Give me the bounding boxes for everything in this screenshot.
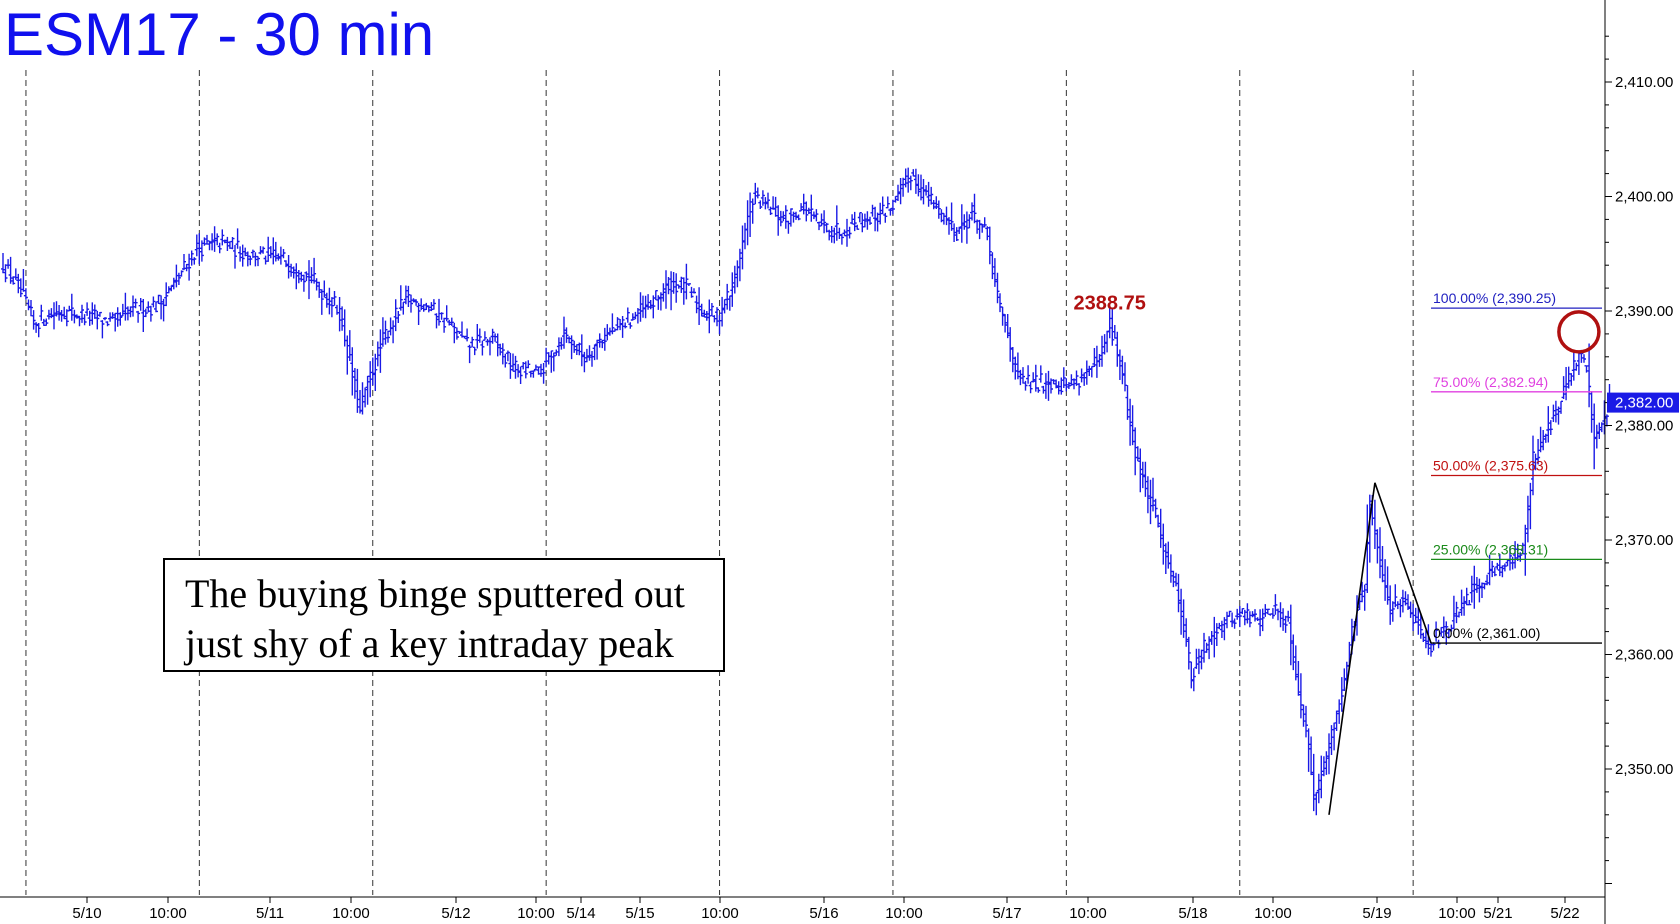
pattern-lines	[1328, 482, 1432, 815]
annotation-line-1: The buying binge sputtered out	[185, 571, 685, 616]
x-tick-label: 5/15	[625, 905, 654, 922]
x-tick-label: 5/21	[1483, 905, 1512, 922]
last-price-label: 2,382.00	[1615, 395, 1673, 412]
x-tick-label: 10:00	[1069, 905, 1107, 922]
fib-label: 100.00% (2,390.25)	[1433, 290, 1556, 306]
fib-label: 0.00% (2,361.00)	[1433, 625, 1540, 641]
y-tick-label: 2,380.00	[1615, 418, 1673, 435]
x-tick-label: 5/18	[1178, 905, 1207, 922]
y-tick-label: 2,350.00	[1615, 761, 1673, 778]
x-tick-label: 10:00	[1254, 905, 1292, 922]
y-axis: 2,350.00 2,360.00 2,370.00 2,380.00 2,390.00…	[1604, 0, 1679, 924]
y-tick-label: 2,360.00	[1615, 647, 1673, 664]
annotation-box: The buying binge sputtered out just shy …	[163, 558, 725, 672]
abc-pattern-line	[1328, 482, 1432, 815]
x-tick-label: 10:00	[701, 905, 739, 922]
last-price-tag	[1607, 392, 1679, 413]
price-bars	[1, 167, 1612, 816]
x-tick-label: 10:00	[332, 905, 370, 922]
x-tick-label: 5/12	[441, 905, 470, 922]
peak-price-label: 2388.75	[1074, 292, 1146, 314]
y-tick-label: 2,400.00	[1615, 189, 1673, 206]
fib-label: 50.00% (2,375.63)	[1433, 458, 1548, 474]
y-tick-label: 2,390.00	[1615, 303, 1673, 320]
chart-title: ESM17 - 30 min	[4, 1, 435, 68]
x-tick-label: 5/19	[1362, 905, 1391, 922]
fib-label: 25.00% (2,368.31)	[1433, 541, 1548, 557]
annotation-line-2: just shy of a key intraday peak	[185, 621, 674, 666]
fibonacci-levels: 100.00% (2,390.25) 75.00% (2,382.94) 50.00…	[1431, 290, 1602, 644]
x-tick-label: 5/14	[566, 905, 595, 922]
x-axis: 5/10 10:00 5/11 10:00 5/12 10:00 5/14 5/15 10:00…	[0, 896, 1605, 922]
chart-markers: 2388.75	[1074, 292, 1601, 354]
x-tick-label: 5/17	[992, 905, 1021, 922]
session-dividers	[25, 70, 1414, 895]
x-tick-label: 5/10	[72, 905, 101, 922]
x-tick-label: 10:00	[149, 905, 187, 922]
y-tick-label: 2,370.00	[1615, 532, 1673, 549]
x-tick-label: 10:00	[885, 905, 923, 922]
x-tick-label: 10:00	[1438, 905, 1476, 922]
x-tick-label: 5/22	[1550, 905, 1579, 922]
y-tick-label: 2,410.00	[1615, 74, 1673, 91]
x-tick-label: 10:00	[517, 905, 555, 922]
highlight-circle	[1557, 310, 1601, 354]
x-tick-label: 5/16	[809, 905, 838, 922]
x-tick-label: 5/11	[256, 905, 284, 922]
fib-label: 75.00% (2,382.94)	[1433, 374, 1548, 390]
ohlc-bars	[1, 167, 1612, 816]
